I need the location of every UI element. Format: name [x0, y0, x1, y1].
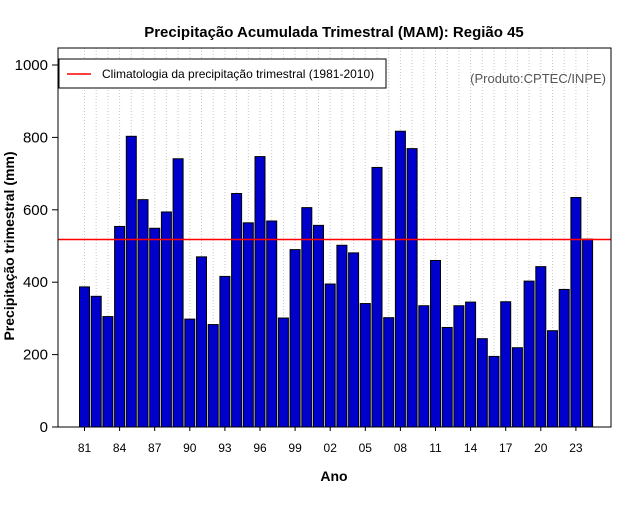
product-credit: (Produto:CPTEC/INPE): [470, 71, 606, 86]
bar-1982: [90, 295, 102, 428]
x-axis-label: Ano: [320, 468, 347, 484]
bar-2018: [511, 347, 523, 428]
x-axis: 81 84 87 90 93 96 99 02 05 08 11 14 17 20 23: [78, 427, 583, 455]
bar-2022: [558, 288, 570, 428]
x-tick-label: 05: [359, 441, 373, 455]
bar-2012: [441, 326, 453, 428]
chart-title: Precipitação Acumulada Trimestral (MAM):…: [144, 24, 524, 41]
bar-2004: [348, 252, 360, 428]
bar-2009: [406, 148, 418, 428]
x-tick-label: 23: [569, 441, 583, 455]
x-tick-label: 84: [113, 441, 127, 455]
bar-2001: [313, 224, 324, 428]
bar-1981: [79, 286, 90, 428]
x-tick-label: 99: [288, 441, 302, 455]
plot-frame: [57, 47, 612, 428]
x-tick-label: 02: [324, 441, 338, 455]
bar-2003: [336, 244, 348, 428]
bar-2013: [453, 305, 465, 428]
bar-2006: [371, 166, 383, 428]
x-tick-label: 17: [499, 441, 513, 455]
bar-1994: [231, 193, 243, 428]
x-tick-label: 08: [394, 441, 408, 455]
bar-1987: [149, 227, 161, 428]
bar-2002: [324, 283, 336, 428]
y-tick-label: 200: [23, 347, 48, 364]
bar-2021: [547, 330, 558, 428]
bar-2005: [359, 303, 371, 428]
legend-climatology-label: Climatologia da precipitação trimestral …: [102, 67, 374, 81]
bar-1992: [207, 324, 219, 428]
bar-1985: [125, 135, 137, 428]
y-tick-label: 400: [23, 274, 48, 291]
legend-box: [58, 58, 387, 89]
x-tick-label: 90: [183, 441, 197, 455]
bar-2024: [582, 238, 594, 428]
bar-1999: [289, 249, 301, 428]
bar-2019: [523, 280, 535, 428]
legend: Climatologia da precipitação trimestral …: [58, 58, 387, 89]
bar-1995: [242, 222, 254, 428]
bar-1983: [102, 316, 114, 428]
y-axis: 0 200 400 600 800 1000: [15, 57, 58, 436]
bar-2023: [570, 196, 582, 428]
bar-1998: [277, 317, 289, 428]
x-tick-label: 87: [148, 441, 162, 455]
bar-1993: [219, 275, 231, 428]
bar-series: [79, 130, 594, 428]
bar-1990: [184, 318, 196, 428]
bar-2015: [476, 338, 488, 428]
x-tick-label: 14: [464, 441, 478, 455]
bar-2014: [465, 301, 477, 428]
bar-1996: [254, 156, 266, 428]
bar-2020: [535, 266, 547, 428]
bar-2017: [500, 301, 512, 428]
y-tick-label: 600: [23, 202, 48, 219]
bar-2000: [301, 207, 313, 428]
bar-2011: [430, 259, 441, 428]
bar-1989: [172, 158, 184, 428]
y-tick-label: 1000: [15, 57, 48, 74]
y-tick-label: 800: [23, 129, 48, 146]
x-tick-label: 96: [253, 441, 267, 455]
bar-1986: [137, 199, 149, 428]
bar-2016: [488, 355, 500, 428]
bar-1988: [160, 211, 172, 428]
x-tick-label: 93: [218, 441, 232, 455]
bar-1997: [266, 220, 278, 428]
x-tick-label: 11: [429, 441, 442, 455]
bar-2008: [394, 130, 406, 428]
y-tick-label: 0: [40, 419, 48, 436]
x-tick-label: 81: [78, 441, 92, 455]
bar-2007: [383, 317, 395, 428]
bar-1991: [196, 256, 207, 428]
x-tick-label: 20: [534, 441, 548, 455]
bar-1984: [114, 225, 126, 428]
bar-2010: [418, 305, 430, 428]
y-axis-label: Precipitação trimestral (mm): [1, 151, 17, 340]
